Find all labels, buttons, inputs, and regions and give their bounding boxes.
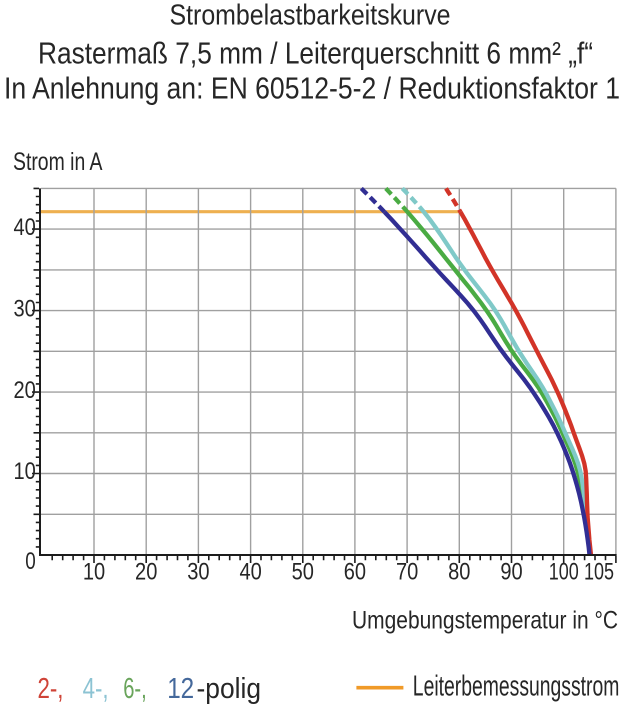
svg-text:30: 30 (14, 295, 36, 322)
svg-text:100: 100 (549, 559, 579, 586)
svg-text:2-,: 2-, (38, 673, 64, 705)
svg-text:50: 50 (292, 559, 314, 586)
svg-text:-polig: -polig (197, 673, 262, 705)
svg-text:Umgebungstemperatur in °C: Umgebungstemperatur in °C (352, 607, 618, 635)
svg-text:10: 10 (83, 559, 105, 586)
svg-text:6-,: 6-, (123, 673, 147, 705)
svg-text:60: 60 (344, 559, 366, 586)
svg-text:Strombelastbarkeitskurve: Strombelastbarkeitskurve (170, 0, 451, 32)
svg-text:4-,: 4-, (83, 673, 109, 705)
svg-text:105: 105 (584, 559, 614, 586)
svg-text:12: 12 (167, 673, 194, 705)
svg-text:80: 80 (448, 559, 470, 586)
svg-text:30: 30 (187, 559, 209, 586)
svg-text:In Anlehnung an: EN 60512-5-2: In Anlehnung an: EN 60512-5-2 / Reduktio… (4, 71, 620, 105)
svg-text:Rastermaß 7,5 mm / Leiterquers: Rastermaß 7,5 mm / Leiterquerschnitt 6 m… (38, 37, 593, 71)
svg-text:Leiterbemessungsstrom: Leiterbemessungsstrom (413, 671, 620, 703)
svg-text:70: 70 (396, 559, 418, 586)
svg-text:20: 20 (135, 559, 157, 586)
svg-text:40: 40 (239, 559, 261, 586)
svg-text:10: 10 (14, 458, 36, 485)
svg-text:40: 40 (14, 214, 36, 241)
svg-text:20: 20 (14, 377, 36, 404)
svg-text:90: 90 (500, 559, 522, 586)
svg-text:0: 0 (25, 548, 36, 575)
svg-text:Strom in A: Strom in A (13, 148, 103, 176)
